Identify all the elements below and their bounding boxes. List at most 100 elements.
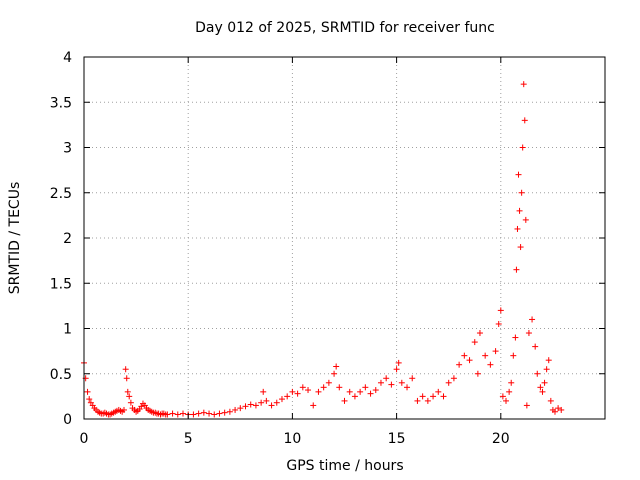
x-axis-ticks: 0 5 10 15 20 <box>80 57 510 447</box>
data-point <box>506 388 513 395</box>
data-point <box>268 402 275 409</box>
data-point <box>521 117 528 124</box>
data-point <box>174 411 181 418</box>
data-point <box>325 379 332 386</box>
data-point <box>499 393 506 400</box>
data-point <box>372 387 379 394</box>
data-point <box>351 393 358 400</box>
x-tick-label: 20 <box>492 431 510 447</box>
x-tick-label: 10 <box>283 431 301 447</box>
y-axis-label: SRMTID / TECUs <box>7 182 23 295</box>
data-point <box>124 388 131 395</box>
x-tick-label: 15 <box>388 431 406 447</box>
data-point <box>445 379 452 386</box>
y-tick-label: 1 <box>63 322 72 338</box>
y-tick-label: 2 <box>63 231 72 247</box>
data-point <box>492 348 499 355</box>
data-point <box>377 379 384 386</box>
data-point <box>263 397 270 404</box>
data-point <box>284 393 291 400</box>
data-point <box>86 396 93 403</box>
data-point <box>294 390 301 397</box>
data-point <box>388 381 395 388</box>
data-point <box>278 396 285 403</box>
y-tick-label: 3.5 <box>50 95 72 111</box>
y-tick-label: 1.5 <box>50 276 72 292</box>
data-point <box>555 405 562 412</box>
data-point <box>476 330 483 337</box>
data-point <box>523 402 530 409</box>
data-point <box>393 366 400 373</box>
data-point <box>495 320 502 327</box>
data-point <box>522 216 529 223</box>
data-point <box>558 406 565 413</box>
data-point <box>482 352 489 359</box>
data-point <box>543 366 550 373</box>
data-point <box>461 352 468 359</box>
y-tick-label: 0.5 <box>50 367 72 383</box>
data-point <box>471 339 478 346</box>
data-point <box>534 370 541 377</box>
data-point <box>440 393 447 400</box>
chart-title: Day 012 of 2025, SRMTID for receiver fun… <box>195 20 495 36</box>
data-point <box>450 375 457 382</box>
data-point <box>289 388 296 395</box>
data-point <box>252 402 259 409</box>
x-tick-label: 5 <box>184 431 193 447</box>
y-tick-label: 0 <box>63 412 72 428</box>
data-point <box>164 411 171 418</box>
data-point <box>247 401 254 408</box>
data-point <box>211 411 218 418</box>
data-point <box>419 393 426 400</box>
data-point <box>516 207 523 214</box>
data-point <box>529 316 536 323</box>
data-point <box>518 189 525 196</box>
data-point <box>519 144 526 151</box>
data-point <box>346 388 353 395</box>
data-point <box>487 361 494 368</box>
data-point <box>520 81 527 88</box>
data-point <box>517 244 524 251</box>
data-point <box>474 370 481 377</box>
grid <box>84 57 605 419</box>
data-point <box>260 388 267 395</box>
data-point <box>508 379 515 386</box>
data-point <box>336 384 343 391</box>
data-point <box>206 410 213 417</box>
x-tick-label: 0 <box>80 431 89 447</box>
data-point <box>514 225 521 232</box>
data-point <box>456 361 463 368</box>
data-point <box>430 393 437 400</box>
data-point <box>503 397 510 404</box>
data-point <box>190 411 197 418</box>
data-point <box>195 410 202 417</box>
data-point <box>539 388 546 395</box>
y-axis-ticks: 0 0.5 1 1.5 2 2.5 3 3.5 4 <box>50 50 605 428</box>
data-point <box>127 399 134 406</box>
data-point <box>305 387 312 394</box>
data-point <box>512 334 519 341</box>
data-point <box>242 403 249 410</box>
data-point <box>515 171 522 178</box>
y-tick-label: 2.5 <box>50 186 72 202</box>
data-point <box>232 406 239 413</box>
data-point <box>121 406 128 413</box>
data-point <box>525 330 532 337</box>
data-point <box>169 410 176 417</box>
data-point <box>84 388 91 395</box>
data-point <box>547 397 554 404</box>
data-point <box>221 409 228 416</box>
data-point <box>126 393 133 400</box>
data-points <box>81 81 565 418</box>
data-point <box>299 384 306 391</box>
data-point <box>123 375 130 382</box>
data-point <box>551 408 558 415</box>
data-point <box>315 388 322 395</box>
data-point <box>216 410 223 417</box>
data-point <box>258 399 265 406</box>
data-point <box>367 390 374 397</box>
data-point <box>395 359 402 366</box>
data-point <box>310 402 317 409</box>
data-point <box>404 384 411 391</box>
